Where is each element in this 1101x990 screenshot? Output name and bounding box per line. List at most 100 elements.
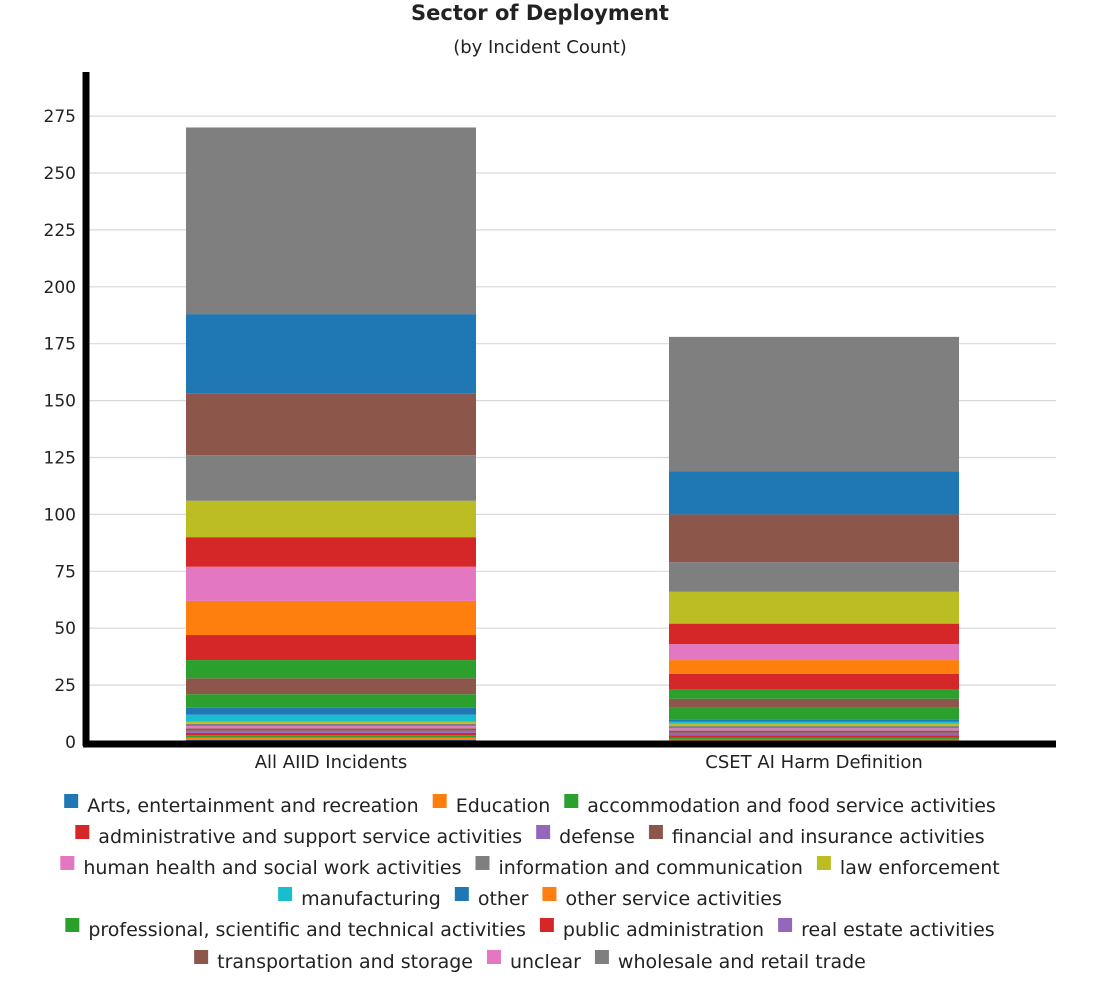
y-tick-label-150: 150 <box>44 392 76 412</box>
legend-label: wholesale and retail trade <box>618 951 866 973</box>
legend-label: other service activities <box>565 888 781 910</box>
bar-segment-accommodation-and-food-service-activities-cset-ai-harm-definition <box>669 737 959 740</box>
y-tick-label-25: 25 <box>54 676 76 696</box>
legend-label: law enforcement <box>840 857 1000 879</box>
legend-item-transportation-and-storage: transportation and storage <box>194 950 473 973</box>
bar-segment-information-and-communication-cset-ai-harm-definition <box>669 562 959 592</box>
legend-swatch <box>816 856 831 870</box>
legend-label: information and communication <box>499 857 803 879</box>
bar-segment-professional-scientific-and-technical-activities-all-aiid-incidents <box>186 694 476 708</box>
legend-row: Arts, entertainment and recreation Educat… <box>64 794 996 817</box>
legend-swatch <box>432 794 447 808</box>
legend-swatch <box>65 918 80 932</box>
bar-segment-transportation-and-storage-all-aiid-incidents <box>186 678 476 695</box>
bar-segment-unclear-all-aiid-incidents <box>186 566 476 601</box>
y-tick-label-75: 75 <box>54 562 76 582</box>
x-category-label-cset-ai-harm-definition: CSET AI Harm Definition <box>705 752 923 773</box>
bar-segment-accommodation-and-food-service-activities-all-aiid-incidents <box>186 735 476 738</box>
legend-item-law-enforcement: law enforcement <box>816 856 1000 879</box>
bar-segment-administrative-and-support-service-activities-all-aiid-incidents <box>186 537 476 567</box>
legend-label: manufacturing <box>301 888 441 910</box>
y-tick-label-250: 250 <box>44 164 76 184</box>
bar-segment-financial-and-insurance-activities-cset-ai-harm-definition <box>669 730 959 733</box>
legend-item-other: other <box>454 887 529 910</box>
bar-segment-information-and-communication-all-aiid-incidents <box>186 723 476 727</box>
legend-label: defense <box>559 826 635 848</box>
legend: Arts, entertainment and recreation Educat… <box>60 794 1000 973</box>
legend-swatch <box>194 950 209 964</box>
legend-item-public-administration: public administration <box>539 918 764 941</box>
legend-label: administrative and support service activ… <box>98 826 522 848</box>
bar-segment-human-health-and-social-work-activities-cset-ai-harm-definition <box>669 728 959 731</box>
legend-item-human-health-and-social-work-activities: human health and social work activities <box>60 856 462 879</box>
bar-segment-law-enforcement-all-aiid-incidents <box>186 500 476 538</box>
legend-swatch <box>539 918 554 932</box>
legend-label: transportation and storage <box>217 951 473 973</box>
legend-item-education: Education <box>432 794 550 817</box>
legend-row: human health and social work activities i… <box>60 856 1000 879</box>
y-tick-label-0: 0 <box>65 733 76 753</box>
legend-swatch <box>60 856 75 870</box>
bar-segment-financial-and-insurance-activities-all-aiid-incidents <box>186 728 476 731</box>
legend-row: manufacturing other other service activiti… <box>278 887 782 910</box>
legend-label: other <box>478 888 529 910</box>
bar-segment-public-administration-cset-ai-harm-definition <box>669 673 959 690</box>
legend-swatch <box>486 950 501 964</box>
bar-segment-law-enforcement-all-aiid-incidents <box>186 721 476 724</box>
bar-segment-wholesale-and-retail-trade-cset-ai-harm-definition <box>669 336 959 472</box>
y-tick-label-200: 200 <box>44 278 76 298</box>
axes <box>82 72 1056 748</box>
legend-item-professional-scientific-and-technical-activities: professional, scientific and technical a… <box>65 918 526 941</box>
legend-item-real-estate-activities: real estate activities <box>778 918 995 941</box>
bars <box>186 127 959 742</box>
bar-segment-education-all-aiid-incidents <box>186 737 476 740</box>
y-tick-label-175: 175 <box>44 335 76 355</box>
y-tick-label-50: 50 <box>54 619 76 639</box>
legend-item-manufacturing: manufacturing <box>278 887 441 910</box>
bar-stack-all-aiid-incidents <box>186 127 476 742</box>
y-tick-label-100: 100 <box>44 505 76 525</box>
bar-segment-unclear-cset-ai-harm-definition <box>669 644 959 661</box>
legend-item-wholesale-and-retail-trade: wholesale and retail trade <box>594 950 866 973</box>
legend-label: professional, scientific and technical a… <box>88 919 526 941</box>
bar-segment-financial-and-insurance-activities-cset-ai-harm-definition <box>669 514 959 563</box>
bar-segment-law-enforcement-cset-ai-harm-definition <box>669 591 959 624</box>
legend-row: professional, scientific and technical a… <box>65 918 995 941</box>
legend-swatch <box>454 887 469 901</box>
bar-segment-transportation-and-storage-cset-ai-harm-definition <box>669 698 959 708</box>
bar-segment-other-all-aiid-incidents <box>186 707 476 715</box>
legend-item-unclear: unclear <box>486 950 581 973</box>
legend-swatch <box>648 825 663 839</box>
bar-stack-cset-ai-harm-definition <box>669 336 959 742</box>
bar-segment-defense-cset-ai-harm-definition <box>669 732 959 736</box>
legend-label: accommodation and food service activitie… <box>587 795 996 817</box>
y-axis-ticks: 0 25 50 75 100 125 150 175 200 225 250 275 <box>44 107 76 753</box>
legend-swatch <box>778 918 793 932</box>
legend-label: real estate activities <box>801 919 995 941</box>
legend-swatch <box>278 887 293 901</box>
bar-segment-other-service-activities-all-aiid-incidents <box>186 600 476 636</box>
bar-segment-administrative-and-support-service-activities-all-aiid-incidents <box>186 732 476 736</box>
legend-item-arts-entertainment-and-recreation: Arts, entertainment and recreation <box>64 794 419 817</box>
bar-segment-accommodation-and-food-service-activities-cset-ai-harm-definition <box>669 689 959 699</box>
x-axis-categories: All AIID Incidents CSET AI Harm Definitio… <box>255 752 923 773</box>
bar-segment-administrative-and-support-service-activities-cset-ai-harm-definition <box>669 623 959 645</box>
y-tick-label-125: 125 <box>44 449 76 469</box>
legend-item-administrative-and-support-service-activities: administrative and support service activ… <box>75 825 522 848</box>
chart-subtitle: (by Incident Count) <box>453 37 627 58</box>
bar-segment-professional-scientific-and-technical-activities-cset-ai-harm-definition <box>669 707 959 720</box>
legend-item-accommodation-and-food-service-activities: accommodation and food service activitie… <box>564 794 996 817</box>
chart-title: Sector of Deployment <box>411 1 669 25</box>
legend-swatch <box>542 887 557 901</box>
bar-segment-wholesale-and-retail-trade-all-aiid-incidents <box>186 127 476 315</box>
legend-swatch <box>64 794 79 808</box>
legend-label: Arts, entertainment and recreation <box>87 795 419 817</box>
legend-swatch <box>536 825 551 839</box>
bar-segment-information-and-communication-cset-ai-harm-definition <box>669 726 959 729</box>
legend-swatch <box>75 825 90 839</box>
legend-label: public administration <box>563 919 764 941</box>
bar-segment-accommodation-and-food-service-activities-all-aiid-incidents <box>186 660 476 679</box>
y-tick-label-275: 275 <box>44 107 76 127</box>
legend-label: human health and social work activities <box>83 857 461 879</box>
